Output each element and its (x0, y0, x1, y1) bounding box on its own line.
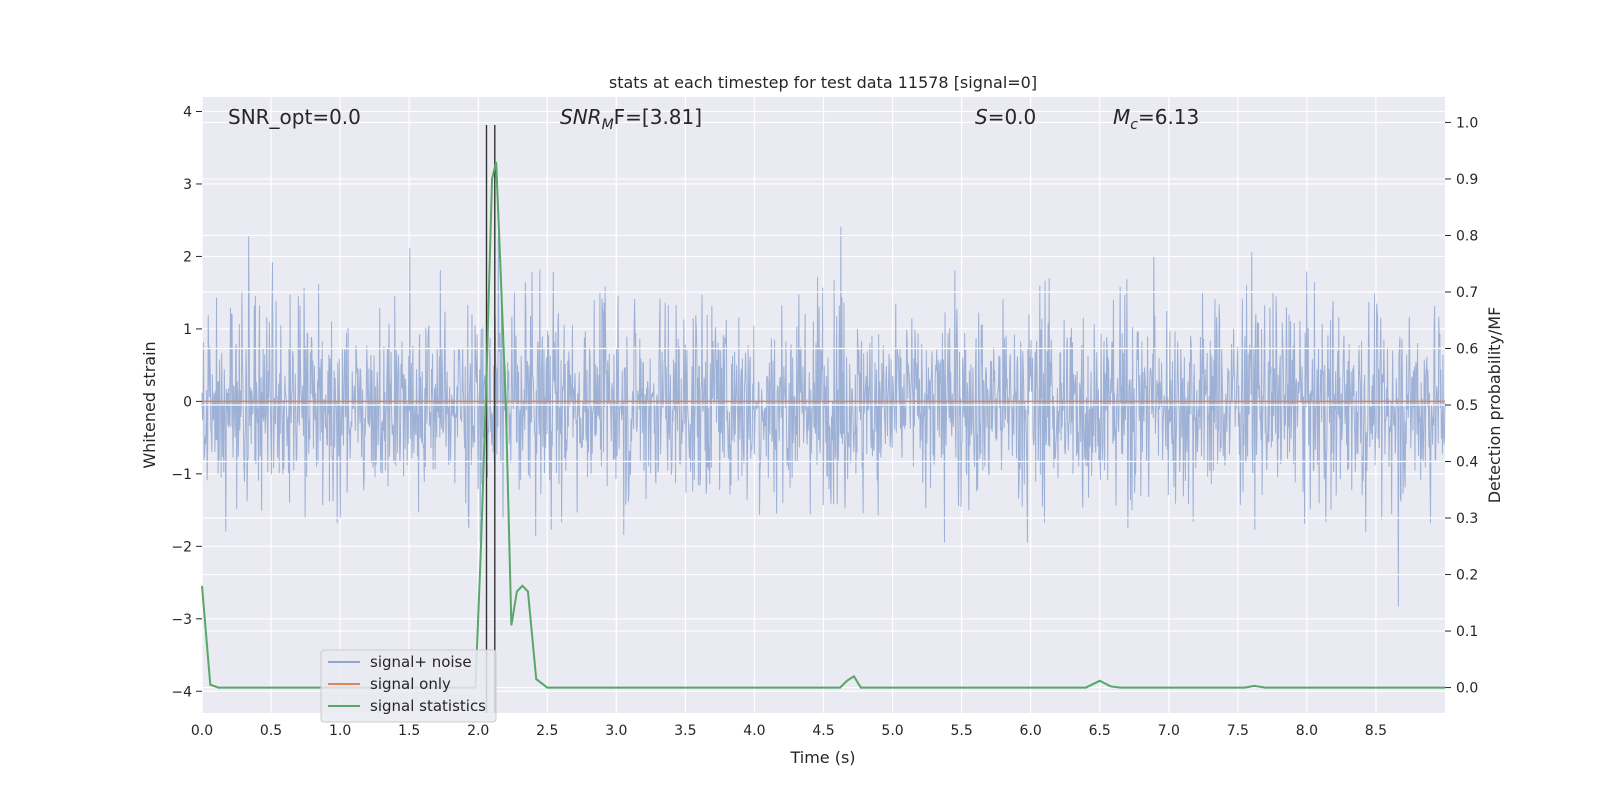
x-tick-label: 5.5 (950, 723, 972, 739)
s-annotation: S=0.0 (975, 105, 1036, 129)
x-tick-label: 5.0 (881, 723, 903, 739)
mc-annotation: Mc=6.13 (1113, 105, 1199, 133)
x-tick-label: 6.0 (1020, 723, 1042, 739)
snr-mf-main: SNR (560, 105, 602, 129)
y2-tick-label: 0.9 (1456, 172, 1478, 188)
mc-main: M (1113, 105, 1130, 129)
x-tick-label: 0.0 (191, 723, 213, 739)
x-tick-label: 4.5 (812, 723, 834, 739)
snr-mf-annotation: SNRMF=[3.81] (560, 105, 702, 133)
mc-sub: c (1130, 117, 1138, 133)
y2-tick-label: 0.3 (1456, 511, 1478, 527)
mc-rest: =6.13 (1138, 105, 1199, 129)
legend-label-signal-noise: signal+ noise (370, 653, 472, 671)
x-tick-label: 8.0 (1296, 723, 1318, 739)
x-tick-label: 4.0 (743, 723, 765, 739)
y2-axis-label: Detection probability/MF (1485, 307, 1504, 504)
y-tick-label: 0 (183, 394, 192, 410)
x-tick-label: 3.5 (674, 723, 696, 739)
x-tick-label: 6.5 (1089, 723, 1111, 739)
y2-tick-label: 0.4 (1456, 455, 1478, 471)
y2-tick-label: 0.7 (1456, 285, 1478, 301)
s-main: S (975, 105, 988, 129)
y2-tick-label: 0.6 (1456, 341, 1478, 357)
y-tick-label: 1 (183, 322, 192, 338)
x-axis-label: Time (s) (789, 748, 855, 767)
axes: 0.0 0.5 1.0 1.5 2.0 2.5 3.0 3.5 4.0 4.5 5.0 5.5 6.0 6… (171, 104, 1478, 739)
y-tick-label: −4 (171, 684, 192, 700)
x-tick-label: 7.0 (1158, 723, 1180, 739)
y2-tick-label: 0.2 (1456, 568, 1478, 584)
x-tick-label: 3.0 (605, 723, 627, 739)
snr-mf-sub: M (602, 117, 614, 133)
x-tick-label: 1.0 (329, 723, 351, 739)
y-tick-label: −1 (171, 467, 192, 483)
y2-tick-label: 0.0 (1456, 681, 1478, 697)
legend-box (320, 649, 497, 723)
x-tick-label: 7.5 (1227, 723, 1249, 739)
x-tick-label: 2.5 (536, 723, 558, 739)
y-tick-label: 4 (183, 104, 192, 120)
y2-tick-label: 0.1 (1456, 624, 1478, 640)
y-tick-label: 2 (183, 249, 192, 265)
y2-tick-label: 0.5 (1456, 398, 1478, 414)
x-tick-label: 2.0 (467, 723, 489, 739)
snr-mf-rest: F=[3.81] (614, 105, 702, 129)
y2-tick-label: 1.0 (1456, 115, 1478, 131)
legend-label-signal-only: signal only (370, 675, 451, 693)
y-axis-label: Whitened strain (140, 341, 159, 468)
x-tick-label: 1.5 (398, 723, 420, 739)
x-tick-label: 0.5 (260, 723, 282, 739)
vertical-markers (485, 125, 496, 713)
y-tick-label: 3 (183, 177, 192, 193)
y-tick-label: −3 (171, 612, 192, 628)
y-tick-label: −2 (171, 539, 192, 555)
x-tick-label: 8.5 (1365, 723, 1387, 739)
legend-label-signal-statistics: signal statistics (370, 697, 486, 715)
y2-tick-label: 0.8 (1456, 228, 1478, 244)
s-rest: =0.0 (988, 105, 1037, 129)
snr-opt-annotation: SNR_opt=0.0 (228, 105, 361, 129)
legend: signal+ noise signal only signal statist… (320, 649, 497, 723)
chart-title: stats at each timestep for test data 115… (609, 73, 1037, 92)
